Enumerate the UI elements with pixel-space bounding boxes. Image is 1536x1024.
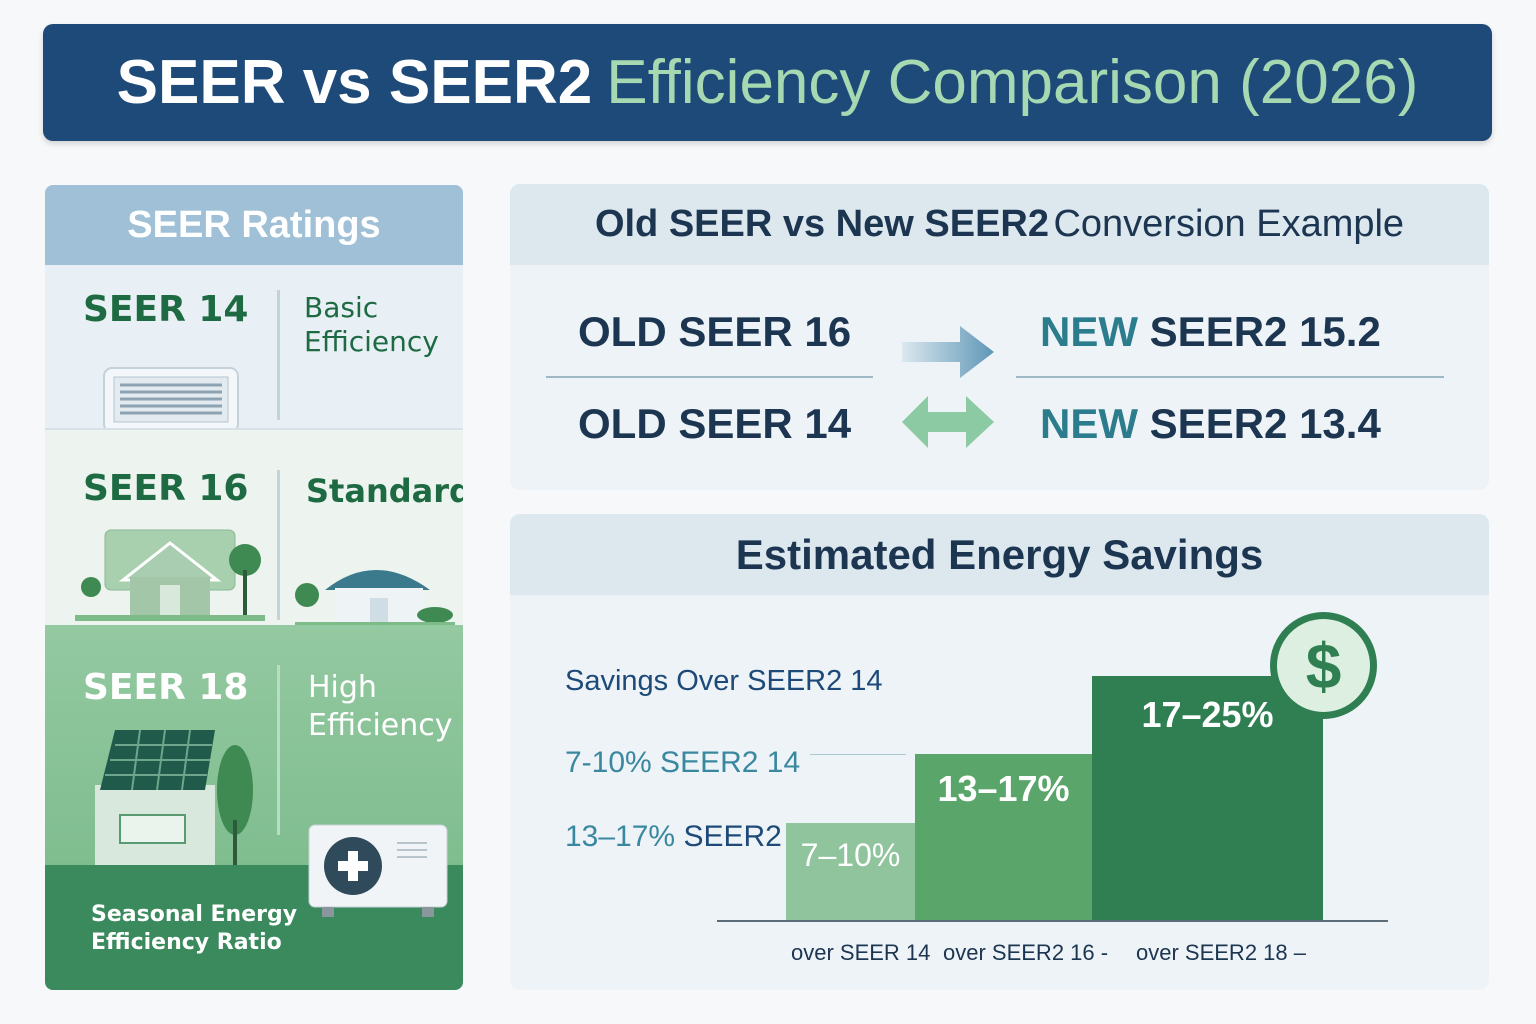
bar-3: 17–25% bbox=[1092, 676, 1323, 921]
house-icon bbox=[75, 529, 265, 621]
seer-ratings-heading: SEER Ratings bbox=[45, 185, 463, 265]
title-part2: Efficiency Comparison (2026) bbox=[606, 48, 1419, 117]
seer-ratings-panel: SEER Ratings SEER 14 Basic Efficiency SEE… bbox=[45, 185, 463, 990]
desc: Basic Efficiency bbox=[304, 291, 439, 358]
double-arrow-icon bbox=[902, 396, 994, 448]
guide-line bbox=[810, 754, 906, 755]
x-axis bbox=[717, 920, 1388, 922]
seer-16-row: SEER 16 Standard bbox=[45, 428, 463, 628]
seer-18-row: SEER 18 High Efficiency bbox=[45, 625, 463, 865]
divider bbox=[546, 376, 873, 378]
bar-2: 13–17% bbox=[915, 754, 1092, 921]
divider bbox=[277, 665, 280, 835]
seer-14-row: SEER 14 Basic Efficiency bbox=[45, 265, 463, 433]
conversion-panel: Old SEER vs New SEER2 Conversion Example… bbox=[510, 184, 1489, 490]
title-part1: SEER vs SEER2 bbox=[116, 48, 593, 117]
arrow-right-icon bbox=[902, 326, 994, 378]
savings-heading: Estimated Energy Savings bbox=[510, 514, 1489, 595]
dollar-coin-icon: $ bbox=[1270, 612, 1377, 719]
savings-label-a: 7-10% SEER2 14 bbox=[565, 746, 801, 779]
divider bbox=[277, 470, 280, 620]
rating: SEER 14 bbox=[83, 289, 249, 330]
bar-value-label: 13–17% bbox=[937, 768, 1070, 810]
old-seer-14: OLD SEER 14 bbox=[578, 400, 852, 447]
new-seer2-15-2: NEW SEER2 15.2 bbox=[1040, 308, 1381, 355]
bar-1: 7–10% bbox=[786, 823, 915, 921]
title-banner: SEER vs SEER2 Efficiency Comparison (202… bbox=[43, 24, 1492, 141]
desc: Standard bbox=[306, 472, 463, 510]
solar-house-icon bbox=[95, 730, 253, 865]
air-vent-icon bbox=[103, 367, 239, 433]
savings-panel: Estimated Energy Savings bbox=[510, 514, 1489, 990]
new-seer2-13-4: NEW SEER2 13.4 bbox=[1040, 400, 1381, 447]
old-seer-16: OLD SEER 16 bbox=[578, 308, 852, 355]
farmhouse-icon bbox=[295, 570, 455, 628]
divider bbox=[1016, 376, 1444, 378]
x-tick-label: over SEER2 16 - bbox=[943, 940, 1109, 965]
footer-text: Seasonal Energy Efficiency Ratio bbox=[91, 902, 298, 955]
savings-label-main: Savings Over SEER2 14 bbox=[565, 665, 883, 697]
x-tick-label: over SEER 14 bbox=[791, 940, 931, 965]
savings-bar-chart: 7–10% 13–17% 17–25% bbox=[786, 676, 1323, 921]
savings-label-b: 13–17% SEER2 1 bbox=[565, 820, 807, 853]
desc: High Efficiency bbox=[308, 670, 453, 743]
bar-value-label: 7–10% bbox=[800, 837, 901, 873]
heat-pump-unit-icon bbox=[308, 824, 448, 917]
rating: SEER 18 bbox=[83, 667, 249, 708]
bar-value-label: 17–25% bbox=[1141, 694, 1274, 735]
conversion-heading: Old SEER vs New SEER2 Conversion Example bbox=[510, 184, 1489, 265]
x-tick-label: over SEER2 18 – bbox=[1136, 940, 1306, 965]
divider bbox=[277, 290, 280, 420]
rating: SEER 16 bbox=[83, 468, 249, 509]
